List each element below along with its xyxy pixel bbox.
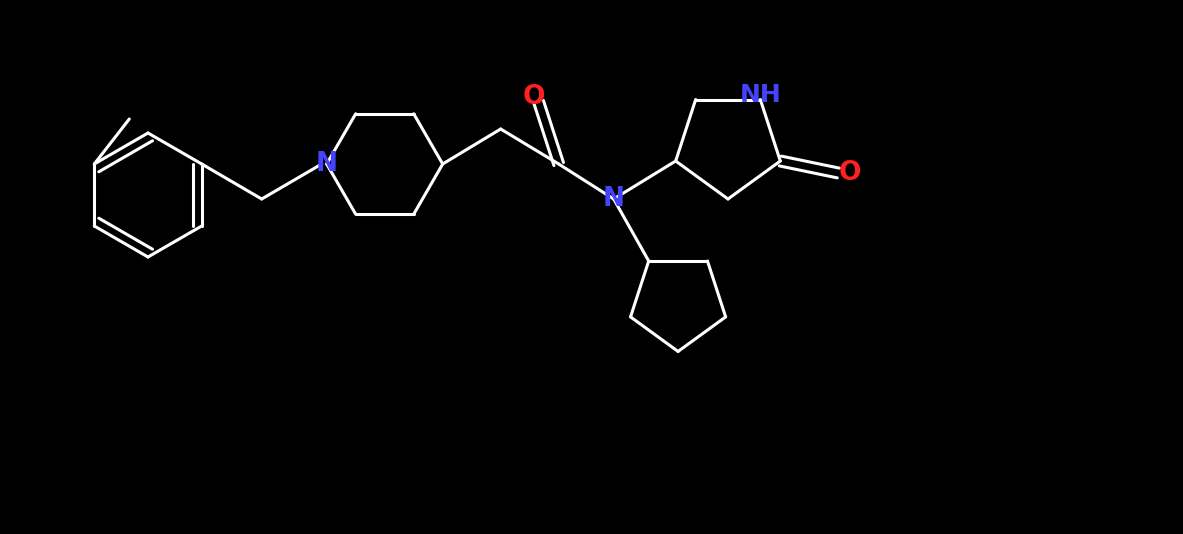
Text: NH: NH xyxy=(739,83,781,106)
Text: O: O xyxy=(839,160,861,186)
Text: N: N xyxy=(316,151,337,177)
Text: O: O xyxy=(523,84,545,110)
Text: N: N xyxy=(602,186,625,212)
